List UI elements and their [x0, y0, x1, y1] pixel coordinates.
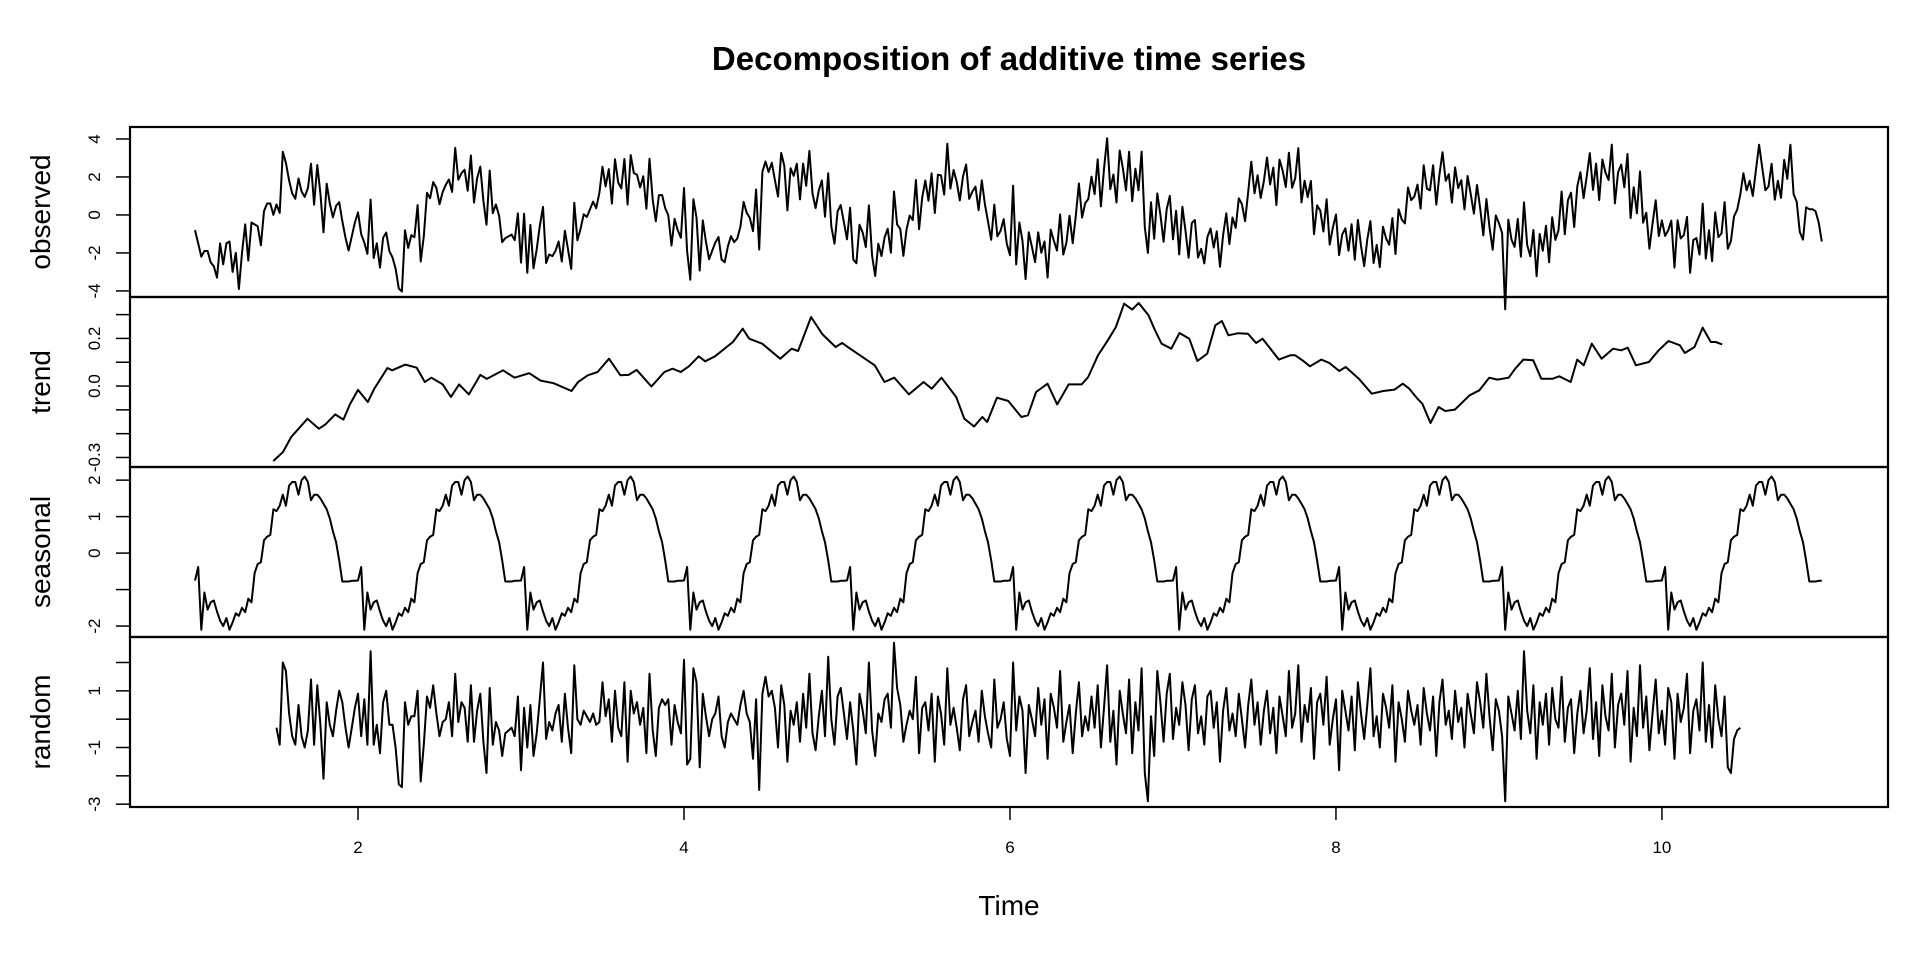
observed-y-tick-label: 0: [85, 210, 104, 219]
random-y-tick-label: -1: [85, 740, 104, 755]
observed-axis-title: observed: [25, 154, 56, 269]
observed-series-line: [194, 137, 1823, 311]
random-axis-title: random: [25, 675, 56, 770]
random-series-line: [275, 641, 1741, 803]
seasonal-y-tick-label: 0: [85, 548, 104, 557]
x-tick-label: 10: [1652, 838, 1671, 857]
x-tick-label: 8: [1331, 838, 1340, 857]
x-axis-title: Time: [978, 890, 1039, 921]
trend-y-tick-label: -0.3: [85, 443, 104, 472]
seasonal-y-tick-label: 1: [85, 512, 104, 521]
x-tick-label: 6: [1005, 838, 1014, 857]
seasonal-y-tick-label: -2: [85, 618, 104, 633]
observed-panel-frame: [128, 125, 1890, 299]
random-y-tick-label: 1: [85, 686, 104, 695]
random-y-tick-label: -3: [85, 797, 104, 812]
seasonal-series-line: [194, 475, 1822, 631]
x-axis: 2 4 6 8 10: [353, 807, 1671, 857]
trend-y-tick-label: 0.0: [85, 374, 104, 398]
trend-panel-frame: [128, 295, 1890, 469]
panel-observed: -4 -2 0 2 4 observed: [25, 125, 1890, 311]
trend-series-line: [272, 302, 1723, 462]
seasonal-axis-title: seasonal: [25, 496, 56, 608]
panel-random: -3 -1 1 random: [25, 635, 1890, 812]
trend-axis-title: trend: [25, 350, 56, 414]
x-tick-label: 2: [353, 838, 362, 857]
x-tick-label: 4: [679, 838, 688, 857]
trend-y-tick-label: 0.2: [85, 327, 104, 351]
observed-y-tick-label: 2: [85, 172, 104, 181]
panels: -4 -2 0 2 4 observed -0.3 0.0 0.2 trend -2 0 1 2 seaso…: [25, 125, 1890, 812]
observed-y-tick-label: 4: [85, 134, 104, 143]
observed-y-tick-label: -2: [85, 245, 104, 260]
seasonal-panel-frame: [128, 465, 1890, 639]
seasonal-y-tick-label: 2: [85, 475, 104, 484]
panel-trend: -0.3 0.0 0.2 trend: [25, 295, 1890, 472]
observed-y-tick-label: -4: [85, 283, 104, 298]
panel-seasonal: -2 0 1 2 seasonal: [25, 465, 1890, 639]
random-panel-frame: [128, 635, 1890, 809]
chart-title: Decomposition of additive time series: [712, 40, 1306, 77]
